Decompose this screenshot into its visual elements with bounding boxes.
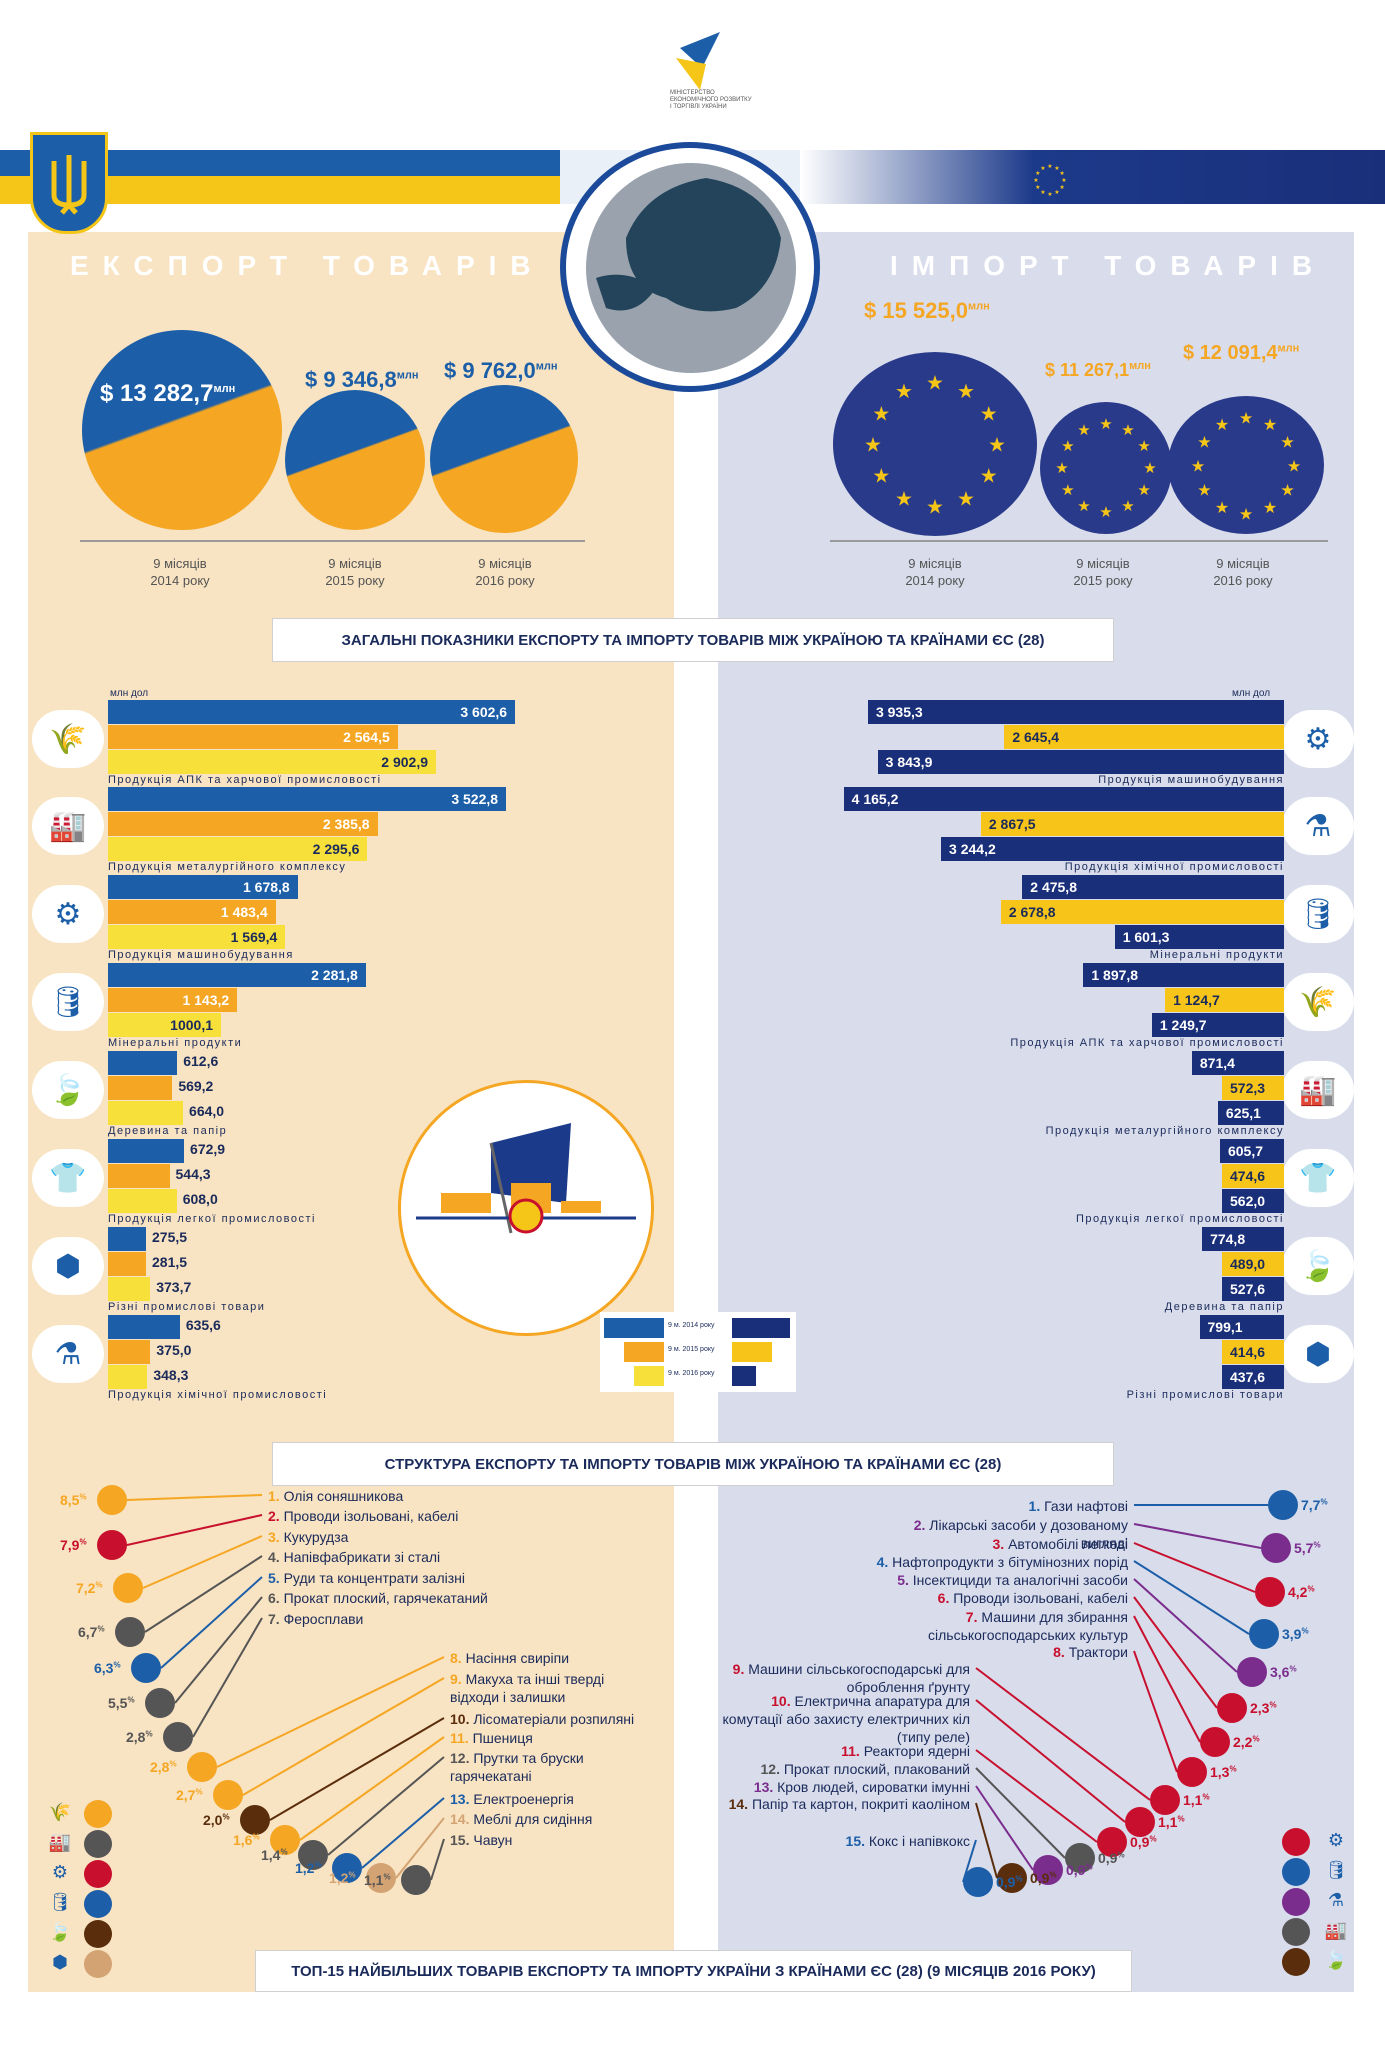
eu-star-icon: ★ <box>988 435 1006 457</box>
legend-swatch-2014-export <box>604 1318 664 1338</box>
import-axis-line <box>830 540 1328 542</box>
eu-star-icon: ★ <box>980 466 998 488</box>
eu-star-icon: ★ <box>926 497 944 519</box>
eu-star-icon: ★ <box>1047 191 1052 198</box>
import-unit-label: млн дол <box>1232 688 1271 699</box>
import-circle-2016 <box>1168 396 1324 534</box>
eu-star-icon: ★ <box>1035 184 1040 191</box>
eu-stars-emblem-icon: ★ ★ ★ ★ ★ ★ ★ ★ ★ ★ ★ ★ <box>1030 160 1070 200</box>
import-circle-2014 <box>833 352 1037 536</box>
eu-star-icon: ★ <box>1061 482 1074 499</box>
eu-star-icon: ★ <box>1137 482 1150 499</box>
ministry-text: МІНІСТЕРСТВО ЕКОНОМІЧНОГО РОЗВИТКУ І ТОР… <box>670 90 752 110</box>
legend-label-2014: 9 м. 2014 року <box>668 1322 715 1329</box>
section3-title: ТОП-15 НАЙБІЛЬШИХ ТОВАРІВ ЕКСПОРТУ ТА ІМ… <box>255 1950 1132 1992</box>
eu-stars-circles: ★ ★★★★★★★★★★★★ ★★★★★★★★★★★★ ★★★★★★★★★★★ <box>864 373 1301 524</box>
eu-star-icon: ★ <box>1121 422 1134 439</box>
import-total-2015: $ 11 267,1млн <box>1045 360 1151 380</box>
export-total-2014: $ 13 282,7млн <box>100 380 236 407</box>
eu-star-icon: ★ <box>895 488 913 510</box>
export-total-2016: $ 9 762,0млн <box>444 358 558 383</box>
eu-star-icon: ★ <box>957 488 975 510</box>
eu-star-icon: ★ <box>1055 460 1068 477</box>
eu-star-icon: ★ <box>895 381 913 403</box>
eu-star-icon: ★ <box>1099 504 1112 521</box>
eu-star-icon: ★ <box>1263 500 1277 517</box>
export-title: ЕКСПОРТ ТОВАРІВ <box>70 250 545 281</box>
eu-star-icon: ★ <box>1239 506 1253 523</box>
eu-star-icon: ★ <box>1033 177 1038 184</box>
europe-globe <box>560 142 820 392</box>
import-total-2016: $ 12 091,4млн <box>1183 342 1300 364</box>
eu-star-icon: ★ <box>1047 163 1052 170</box>
section1-title: ЗАГАЛЬНІ ПОКАЗНИКИ ЕКСПОРТУ ТА ІМПОРТУ Т… <box>272 618 1114 662</box>
export-total-2015: $ 9 346,8млн <box>305 367 419 392</box>
eu-star-icon: ★ <box>1197 482 1211 499</box>
eu-star-icon: ★ <box>926 373 944 395</box>
eu-star-icon: ★ <box>1239 410 1253 427</box>
award-medallion <box>398 1080 654 1336</box>
header-strip-right <box>800 150 1385 204</box>
eu-star-icon: ★ <box>980 404 998 426</box>
eu-star-icon: ★ <box>1040 165 1045 172</box>
legend-swatch-2016-import <box>732 1366 756 1386</box>
eu-star-icon: ★ <box>1054 165 1059 172</box>
import-total-2014: $ 15 525,0млн <box>864 298 990 323</box>
eu-star-icon: ★ <box>1121 498 1134 515</box>
eu-star-icon: ★ <box>872 466 890 488</box>
eu-star-icon: ★ <box>1137 438 1150 455</box>
eu-star-icon: ★ <box>864 435 882 457</box>
eu-star-icon: ★ <box>872 404 890 426</box>
eu-star-icon: ★ <box>1280 482 1294 499</box>
eu-star-icon: ★ <box>1280 434 1294 451</box>
legend: 9 м. 2014 року 9 м. 2015 року 9 м. 2016 … <box>600 1312 796 1392</box>
legend-swatch-2015-export <box>624 1342 664 1362</box>
legend-swatch-2015-import <box>732 1342 772 1362</box>
export-axis-line <box>80 540 585 542</box>
eu-star-icon: ★ <box>1077 422 1090 439</box>
eu-star-icon: ★ <box>1143 460 1156 477</box>
eu-star-icon: ★ <box>1061 438 1074 455</box>
eu-star-icon: ★ <box>1035 170 1040 177</box>
eu-star-icon: ★ <box>957 381 975 403</box>
eu-star-icon: ★ <box>1077 498 1090 515</box>
eu-star-icon: ★ <box>1191 458 1205 475</box>
section2-title: СТРУКТУРА ЕКСПОРТУ ТА ІМПОРТУ ТОВАРІВ МІ… <box>272 1442 1114 1486</box>
eu-star-icon: ★ <box>1040 189 1045 196</box>
ukraine-coat-of-arms-icon <box>30 132 108 234</box>
legend-label-2015: 9 м. 2015 року <box>668 1346 715 1353</box>
legend-swatch-2014-import <box>732 1318 790 1338</box>
export-period-2016: 9 місяців 2016 року <box>475 556 535 588</box>
export-period-2015: 9 місяців 2015 року <box>325 556 385 588</box>
eu-star-icon: ★ <box>1215 500 1229 517</box>
eu-star-icon: ★ <box>1215 417 1229 434</box>
import-period-2015: 9 місяців 2015 року <box>1073 556 1133 588</box>
export-circle-2015 <box>285 390 425 530</box>
export-circle-2014 <box>82 330 282 530</box>
import-period-2014: 9 місяців 2014 року <box>905 556 965 588</box>
eu-star-icon: ★ <box>1059 184 1064 191</box>
import-circle-2015 <box>1040 402 1172 534</box>
import-period-2016: 9 місяців 2016 року <box>1213 556 1273 588</box>
eu-star-icon: ★ <box>1054 189 1059 196</box>
eu-star-icon: ★ <box>1061 177 1066 184</box>
eu-star-icon: ★ <box>1099 416 1112 433</box>
eu-star-icon: ★ <box>1287 458 1301 475</box>
eu-star-icon: ★ <box>1197 434 1211 451</box>
legend-label-2016: 9 м. 2016 року <box>668 1370 715 1377</box>
legend-swatch-2016-export <box>634 1366 664 1386</box>
export-circle-2016 <box>430 385 578 533</box>
export-period-2014: 9 місяців 2014 року <box>150 556 210 588</box>
import-title: ІМПОРТ ТОВАРІВ <box>890 250 1327 281</box>
export-unit-label: млн дол <box>110 688 149 699</box>
ministry-logo <box>670 28 730 92</box>
eu-star-icon: ★ <box>1059 170 1064 177</box>
eu-star-icon: ★ <box>1263 417 1277 434</box>
